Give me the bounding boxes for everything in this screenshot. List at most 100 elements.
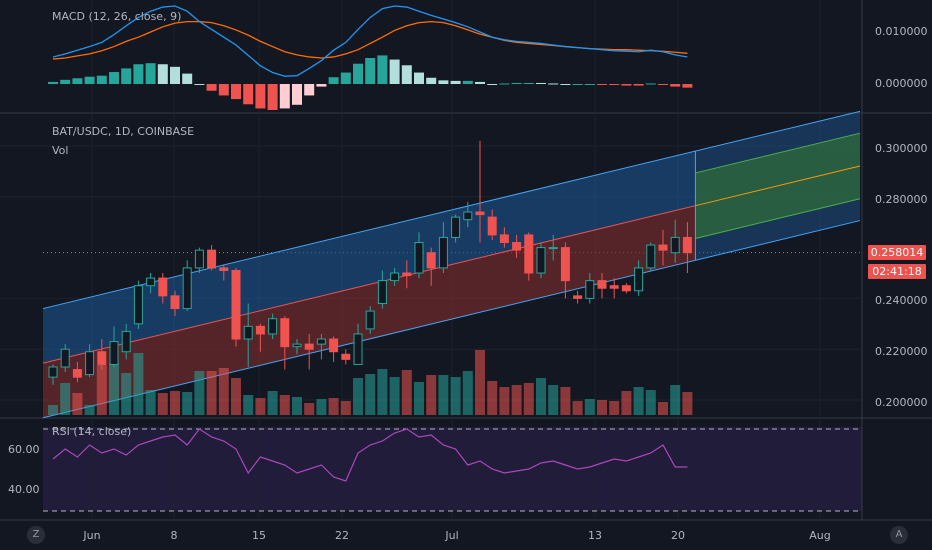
candle-body-43 — [573, 295, 583, 299]
macd-hist-8 — [145, 63, 156, 84]
macd-hist-0 — [48, 81, 58, 84]
x-label-22: 22 — [335, 529, 349, 542]
macd-hist-9 — [157, 64, 168, 84]
x-label-jun: Jun — [83, 529, 101, 542]
candle-body-23 — [329, 338, 339, 353]
volume-bar-40 — [536, 378, 546, 415]
macd-hist-15 — [231, 84, 241, 100]
countdown-tag: 02:41:18 — [868, 264, 926, 279]
candle-body-47 — [621, 285, 631, 292]
volume-bar-16 — [243, 395, 254, 415]
volume-bar-15 — [231, 378, 241, 415]
price-tick-0220: 0.220000 — [875, 345, 928, 358]
volume-bar-7 — [133, 353, 144, 415]
volume-bar-49 — [645, 390, 656, 415]
volume-bar-11 — [182, 392, 193, 415]
macd-hist-30 — [414, 72, 424, 84]
projection-mid-line — [695, 165, 861, 207]
candle-body-16 — [243, 325, 253, 340]
auto-scale-button[interactable]: A — [890, 526, 908, 544]
volume-bar-29 — [401, 370, 412, 415]
macd-hist-13 — [206, 84, 217, 91]
volume-bar-24 — [340, 401, 351, 415]
volume-bar-10 — [170, 391, 180, 415]
candle-body-11 — [182, 267, 192, 310]
macd-hist-23 — [328, 77, 339, 84]
candle-body-26 — [365, 310, 375, 330]
volume-bar-3 — [84, 405, 95, 415]
log-scale-button[interactable]: Z — [27, 526, 45, 544]
volume-bar-1 — [60, 383, 71, 415]
volume-bar-13 — [206, 371, 217, 415]
volume-bar-41 — [548, 385, 559, 415]
candle-body-48 — [634, 267, 644, 292]
candle-body-44 — [585, 280, 595, 299]
volume-bar-34 — [462, 371, 473, 415]
rsi-series — [52, 428, 688, 482]
candle-body-30 — [414, 242, 424, 274]
candle-series — [48, 140, 692, 385]
candle-body-52 — [682, 236, 692, 254]
volume-bar-20 — [292, 397, 302, 415]
macd-hist-7 — [133, 64, 144, 84]
volume-bar-35 — [475, 350, 485, 415]
candle-body-8 — [146, 277, 156, 287]
symbol-label: BAT/USDC, 1D, COINBASE — [52, 125, 195, 138]
candle-body-46 — [609, 285, 619, 289]
macd-hist-28 — [389, 59, 400, 84]
macd-hist-26 — [365, 58, 376, 84]
macd-hist-19 — [279, 84, 290, 109]
volume-bar-43 — [572, 401, 583, 415]
macd-hist-36 — [487, 84, 498, 85]
volume-bar-14 — [218, 368, 229, 415]
macd-hist-52 — [682, 84, 693, 88]
macd-hist-50 — [658, 84, 668, 85]
volume-bar-37 — [499, 387, 510, 415]
macd-hist-18 — [267, 84, 278, 110]
candle-body-34 — [463, 211, 473, 221]
volume-bar-31 — [426, 375, 437, 415]
macd-series — [48, 5, 693, 110]
candle-body-20 — [292, 343, 302, 348]
candle-body-27 — [377, 280, 387, 304]
price-tick-0200: 0.200000 — [875, 396, 928, 409]
last-price-tag: 0.258014 — [868, 245, 926, 260]
macd-hist-44 — [584, 84, 595, 85]
volume-bar-46 — [609, 401, 620, 415]
macd-hist-4 — [96, 75, 107, 84]
candle-body-33 — [451, 216, 461, 238]
macd-hist-37 — [499, 83, 510, 85]
rsi-tick-60: 60.00 — [8, 443, 40, 456]
volume-bar-17 — [255, 398, 266, 415]
macd-hist-14 — [218, 84, 229, 96]
price-tick-0300: 0.300000 — [875, 142, 928, 155]
macd-signal-line — [52, 20, 688, 60]
macd-hist-33 — [450, 80, 461, 84]
macd-hist-31 — [426, 77, 437, 84]
macd-hist-22 — [316, 84, 327, 87]
macd-hist-38 — [511, 82, 522, 84]
volume-series — [48, 350, 693, 415]
candle-body-22 — [316, 338, 326, 345]
macd-tick-1: 0.010000 — [875, 25, 928, 38]
macd-hist-25 — [353, 63, 363, 84]
candle-body-35 — [475, 211, 485, 216]
volume-bar-5 — [109, 363, 119, 415]
candle-body-41 — [548, 247, 558, 250]
macd-hist-2 — [72, 78, 83, 84]
volume-bar-47 — [621, 391, 632, 415]
volume-bar-52 — [682, 392, 693, 415]
macd-hist-10 — [170, 66, 180, 84]
projection-inner-upper — [695, 132, 861, 174]
volume-bar-28 — [389, 377, 400, 415]
candle-body-3 — [85, 351, 95, 376]
macd-hist-17 — [255, 84, 266, 109]
macd-hist-5 — [109, 72, 119, 84]
candle-body-6 — [121, 330, 131, 353]
rsi-line — [52, 428, 688, 482]
channel-upper-line — [42, 110, 861, 310]
volume-bar-19 — [279, 395, 290, 415]
macd-hist-11 — [182, 73, 193, 84]
volume-bar-2 — [72, 393, 83, 415]
